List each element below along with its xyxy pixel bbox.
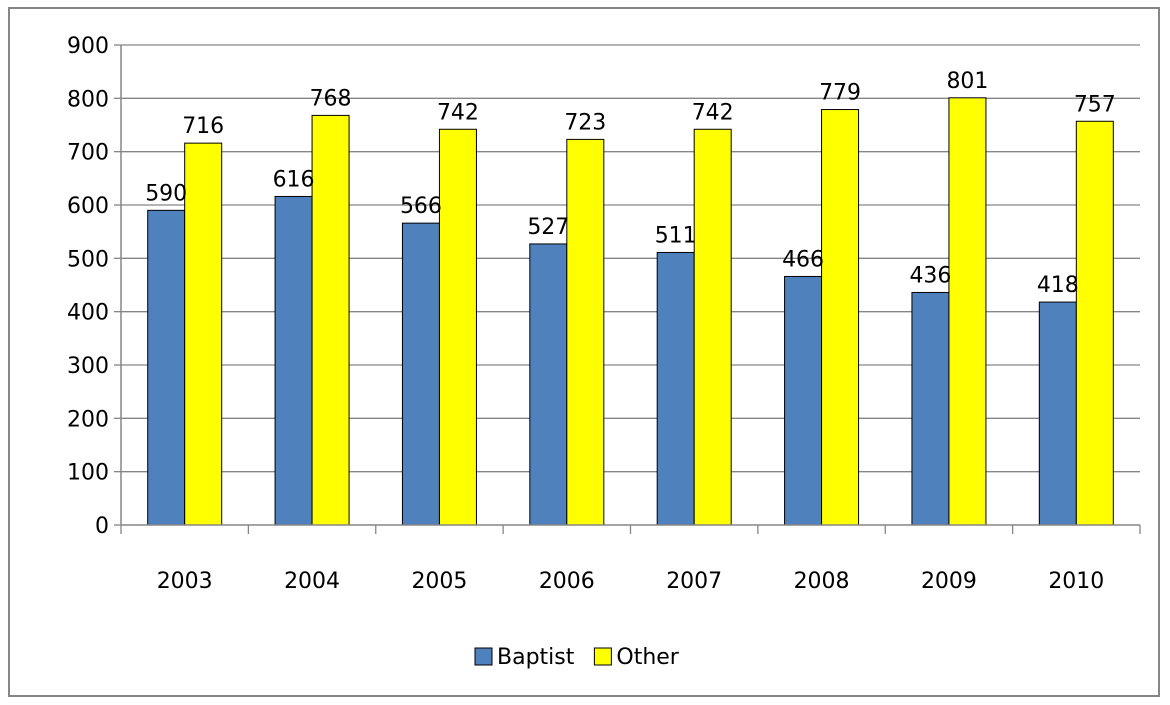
legend: Baptist Other bbox=[474, 645, 680, 670]
data-label-baptist: 511 bbox=[655, 223, 697, 248]
bar-other bbox=[566, 138, 605, 526]
y-tick-label: 200 bbox=[67, 407, 109, 432]
y-tick-labels: 0 100 200 300 400 500 600 700 800 900 bbox=[67, 34, 109, 539]
data-label-other: 768 bbox=[310, 86, 352, 111]
data-label-baptist: 436 bbox=[909, 263, 951, 288]
bar-other bbox=[1075, 120, 1114, 526]
data-label-other: 779 bbox=[819, 81, 861, 106]
x-tick-label: 2004 bbox=[284, 569, 340, 594]
data-labels: 590 616 566 527 511 466 436 418 716 768 742 723 742 7… bbox=[145, 69, 1116, 298]
bar-other bbox=[438, 128, 477, 526]
data-label-other: 801 bbox=[946, 69, 988, 94]
bar-baptist bbox=[1038, 301, 1077, 526]
x-tick-label: 2007 bbox=[666, 569, 722, 594]
y-tick-label: 800 bbox=[67, 87, 109, 112]
legend-swatch-other bbox=[593, 647, 612, 666]
x-tick-label: 2006 bbox=[539, 569, 595, 594]
bar-baptist bbox=[274, 195, 313, 526]
x-tick-label: 2003 bbox=[157, 569, 213, 594]
data-label-other: 742 bbox=[437, 100, 479, 125]
bar-baptist bbox=[147, 209, 186, 526]
y-tick-label: 300 bbox=[67, 354, 109, 379]
data-label-other: 742 bbox=[692, 100, 734, 125]
x-tick-label: 2005 bbox=[411, 569, 467, 594]
data-label-other: 723 bbox=[564, 110, 606, 135]
x-tick-labels: 2003 2004 2005 2006 2007 2008 2009 2010 bbox=[157, 569, 1105, 594]
bar-baptist bbox=[784, 275, 823, 526]
y-tick-label: 100 bbox=[67, 461, 109, 486]
data-label-baptist: 616 bbox=[273, 167, 315, 192]
bar-other bbox=[311, 114, 350, 526]
data-label-baptist: 466 bbox=[782, 247, 824, 272]
data-label-other: 716 bbox=[182, 114, 224, 139]
y-tick-label: 400 bbox=[67, 301, 109, 326]
data-label-baptist: 590 bbox=[145, 181, 187, 206]
y-tick-label: 900 bbox=[67, 34, 109, 59]
legend-swatch-baptist bbox=[474, 647, 493, 666]
y-tick-label: 500 bbox=[67, 247, 109, 272]
bar-other bbox=[693, 128, 732, 526]
y-tick-label: 700 bbox=[67, 141, 109, 166]
legend-label-other: Other bbox=[616, 645, 679, 670]
axes bbox=[114, 44, 1141, 534]
bar-baptist bbox=[401, 222, 440, 526]
x-tick-label: 2009 bbox=[921, 569, 977, 594]
bar-baptist bbox=[529, 243, 568, 526]
legend-label-baptist: Baptist bbox=[497, 645, 575, 670]
bar-other bbox=[821, 109, 860, 526]
bars bbox=[147, 97, 1114, 526]
bar-other bbox=[948, 97, 987, 526]
bar-baptist bbox=[911, 291, 950, 526]
bar-baptist bbox=[656, 251, 695, 526]
y-tick-label: 0 bbox=[95, 514, 109, 539]
x-tick-label: 2008 bbox=[794, 569, 850, 594]
x-tick-label: 2010 bbox=[1048, 569, 1104, 594]
bar-other bbox=[184, 142, 223, 526]
gridlines bbox=[121, 44, 1140, 473]
y-tick-label: 600 bbox=[67, 194, 109, 219]
data-label-other: 757 bbox=[1074, 92, 1116, 117]
data-label-baptist: 566 bbox=[400, 194, 442, 219]
data-label-baptist: 418 bbox=[1037, 273, 1079, 298]
data-label-baptist: 527 bbox=[527, 215, 569, 240]
